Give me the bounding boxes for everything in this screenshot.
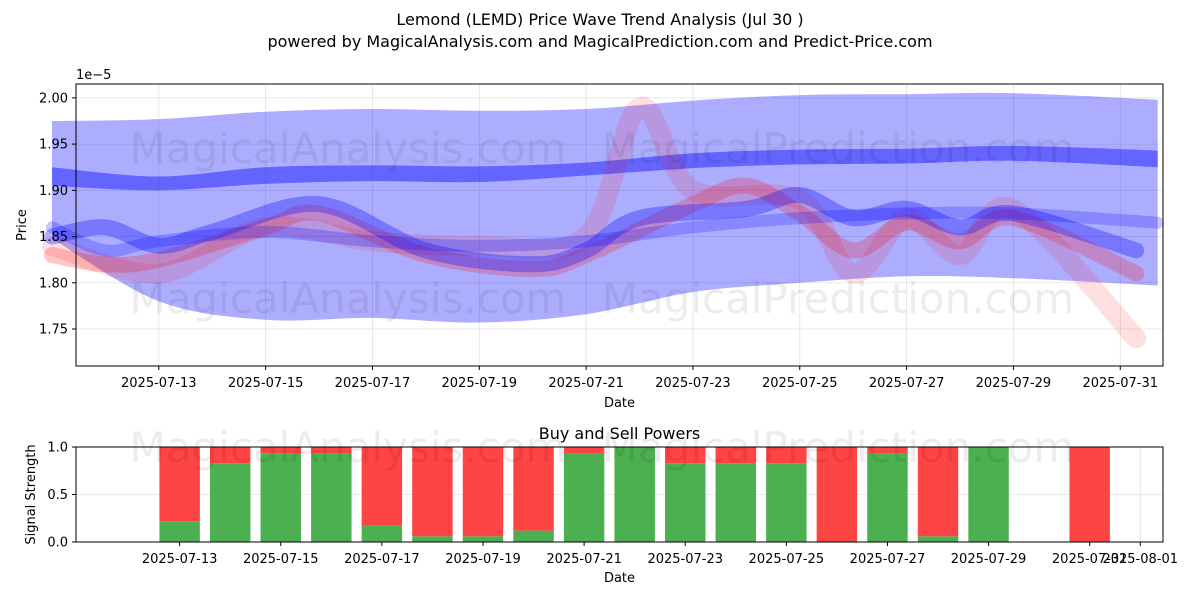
price-x-tick-label: 2025-07-15 (228, 376, 304, 391)
chart-title-line1: Lemond (LEMD) Price Wave Trend Analysis … (396, 10, 803, 29)
sell-bar (361, 447, 403, 526)
price-y-tick-label: 2.00 (39, 91, 68, 106)
price-axes-frame (75, 83, 1164, 367)
sell-bar (816, 447, 858, 542)
buy-bar (412, 536, 453, 542)
sell-bar (311, 447, 352, 454)
buy-bar (311, 453, 352, 542)
sell-bar (159, 447, 200, 522)
price-plot: 1.75 1.80 1.85 1.90 1.95 2.00 2025-07-13 2025-0… (15, 68, 1164, 411)
sell-bar (715, 447, 757, 464)
watermark-prediction-middle: MagicalPrediction.com (602, 274, 1075, 323)
signal-x-tick-label: 2025-08-01 (1102, 552, 1178, 567)
buy-bar (968, 447, 1009, 542)
price-scale-label: 1e−5 (76, 68, 111, 83)
price-x-tick-label: 2025-07-17 (335, 376, 411, 391)
buy-bar (665, 463, 706, 542)
signal-x-tick-label: 2025-07-17 (344, 552, 420, 567)
price-x-tick-label: 2025-07-25 (762, 376, 838, 391)
sell-bar (462, 447, 504, 537)
blue-band-trend (52, 145, 1158, 191)
buy-bar (260, 453, 301, 542)
sell-bar (563, 447, 605, 454)
blue-wave-1 (46, 206, 1164, 257)
buy-bar (867, 453, 908, 542)
price-x-axis-label: Date (604, 396, 635, 411)
sell-bar (513, 447, 554, 531)
price-y-tick-label: 1.95 (39, 138, 68, 153)
buy-bar (361, 525, 403, 542)
chart-title-line2: powered by MagicalAnalysis.com and Magic… (267, 32, 932, 51)
price-x-tick-label: 2025-07-21 (548, 376, 624, 391)
signal-x-tick-label: 2025-07-25 (749, 552, 825, 567)
buy-bar (209, 463, 251, 542)
price-x-tick-label: 2025-07-31 (1082, 376, 1158, 391)
watermark-analysis-top: MagicalAnalysis.com (130, 124, 567, 173)
signal-plot-title: Buy and Sell Powers (539, 424, 701, 443)
sell-bar (412, 447, 453, 537)
buy-bar (917, 536, 959, 542)
price-y-axis-label: Price (15, 209, 30, 241)
sell-bar (867, 447, 908, 454)
watermark-prediction-top: MagicalPrediction.com (602, 124, 1075, 173)
signal-y-tick-label: 0.0 (47, 536, 68, 551)
signal-y-axis-label: Signal Strength (24, 444, 39, 544)
price-x-tick-label: 2025-07-29 (976, 376, 1052, 391)
price-y-tick-label: 1.90 (39, 184, 68, 199)
signal-x-tick-label: 2025-07-19 (445, 552, 521, 567)
signal-x-tick-label: 2025-07-23 (647, 552, 723, 567)
price-y-tick-label: 1.80 (39, 276, 68, 291)
red-wave-0 (44, 177, 1145, 282)
signal-x-axis-label: Date (604, 571, 635, 586)
price-x-tick-label: 2025-07-19 (442, 376, 518, 391)
buy-bar (513, 530, 554, 542)
buy-bar (766, 463, 807, 542)
buy-bar (159, 521, 200, 542)
price-x-tick-label: 2025-07-13 (121, 376, 197, 391)
signal-x-tick-label: 2025-07-15 (243, 552, 319, 567)
buy-bar (462, 536, 504, 542)
buy-bar (563, 453, 605, 542)
red-wave-1 (42, 96, 1147, 349)
price-x-tick-label: 2025-07-23 (655, 376, 731, 391)
blue-band-outer (52, 92, 1158, 323)
sell-bar (260, 447, 301, 454)
sell-bar (209, 447, 251, 464)
signal-plot: Buy and Sell Powers 0.0 0.5 1.0 2025-07-13 20… (24, 424, 1178, 586)
price-x-tick-label: 2025-07-27 (869, 376, 945, 391)
signal-x-tick-label: 2025-07-21 (546, 552, 622, 567)
sell-bar (1069, 447, 1110, 542)
buy-bar (715, 463, 757, 542)
watermark-prediction-bottom: MagicalPrediction.com (602, 423, 1075, 472)
signal-x-tick-label: 2025-07-27 (850, 552, 926, 567)
watermarks: MagicalAnalysis.com MagicalPrediction.co… (130, 124, 1075, 472)
sell-bar (766, 447, 807, 464)
price-y-tick-label: 1.85 (39, 230, 68, 245)
watermark-analysis-middle: MagicalAnalysis.com (130, 274, 567, 323)
signal-x-tick-label: 2025-07-31 (1052, 552, 1128, 567)
blue-wave-0 (44, 186, 1145, 273)
signal-y-tick-label: 1.0 (47, 441, 68, 456)
signal-x-tick-label: 2025-07-13 (142, 552, 218, 567)
buy-bar (614, 447, 655, 542)
sell-bar (665, 447, 706, 464)
signal-x-tick-label: 2025-07-29 (951, 552, 1027, 567)
watermark-analysis-bottom: MagicalAnalysis.com (130, 423, 567, 472)
price-y-tick-label: 1.75 (39, 323, 68, 338)
signal-y-tick-label: 0.5 (47, 488, 68, 503)
sell-bar (917, 447, 959, 537)
